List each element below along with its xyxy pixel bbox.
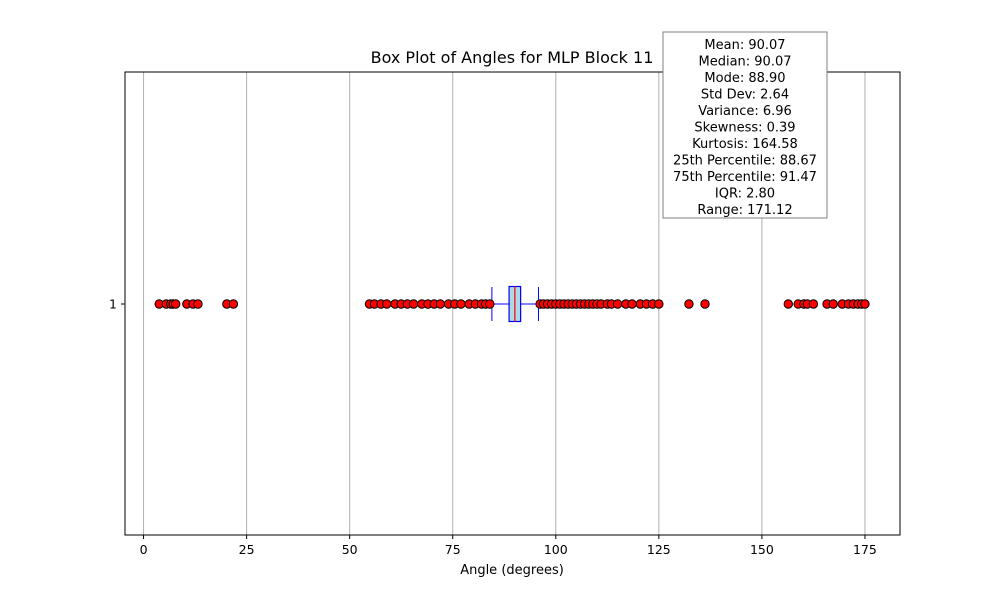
stats-line: Mean: 90.07 [704, 38, 785, 53]
outlier-point [485, 299, 495, 309]
outlier-point [171, 299, 181, 309]
outlier-point [828, 299, 838, 309]
outlier-point [700, 299, 710, 309]
outlier-point [193, 299, 203, 309]
x-tick-label: 25 [239, 542, 255, 557]
stats-line: Kurtosis: 164.58 [692, 137, 798, 152]
outlier-point [783, 299, 793, 309]
x-tick-label: 125 [647, 542, 671, 557]
y-axis: 1 [109, 297, 125, 312]
outliers [154, 299, 870, 309]
stats-box-frame [662, 31, 828, 219]
outlier-point [456, 299, 466, 309]
outlier-point [228, 299, 239, 309]
outlier-point [435, 299, 446, 309]
x-tick-label: 0 [140, 542, 148, 557]
x-tick-label: 100 [544, 542, 568, 557]
stats-line: Std Dev: 2.64 [701, 88, 789, 103]
y-tick-label: 1 [109, 297, 117, 312]
x-axis: 0 25 50 75 100 125 150 175 [140, 535, 877, 557]
outlier-point [408, 299, 419, 309]
outlier-point [612, 299, 623, 309]
x-tick-label: 50 [342, 542, 358, 557]
stats-line: 25th Percentile: 88.67 [673, 154, 817, 169]
stats-line: Median: 90.07 [698, 55, 791, 70]
outlier-point [684, 299, 694, 309]
x-tick-label: 175 [853, 542, 877, 557]
stats-line: 75th Percentile: 91.47 [673, 170, 817, 185]
outlier-point [382, 299, 392, 309]
x-tick-label: 150 [750, 542, 774, 557]
stats-line: Variance: 6.96 [698, 104, 792, 119]
stats-line: Range: 171.12 [697, 203, 792, 218]
outlier-point [808, 299, 819, 309]
outlier-point [627, 299, 637, 309]
outlier-point [654, 299, 664, 309]
x-tick-label: 75 [445, 542, 461, 557]
stats-line: Skewness: 0.39 [694, 121, 795, 136]
stats-line: IQR: 2.80 [715, 187, 775, 202]
chart-title: Box Plot of Angles for MLP Block 11 [371, 48, 654, 67]
stats-line: Mode: 88.90 [704, 71, 785, 86]
x-axis-label: Angle (degrees) [460, 563, 564, 578]
outlier-point [860, 299, 870, 309]
